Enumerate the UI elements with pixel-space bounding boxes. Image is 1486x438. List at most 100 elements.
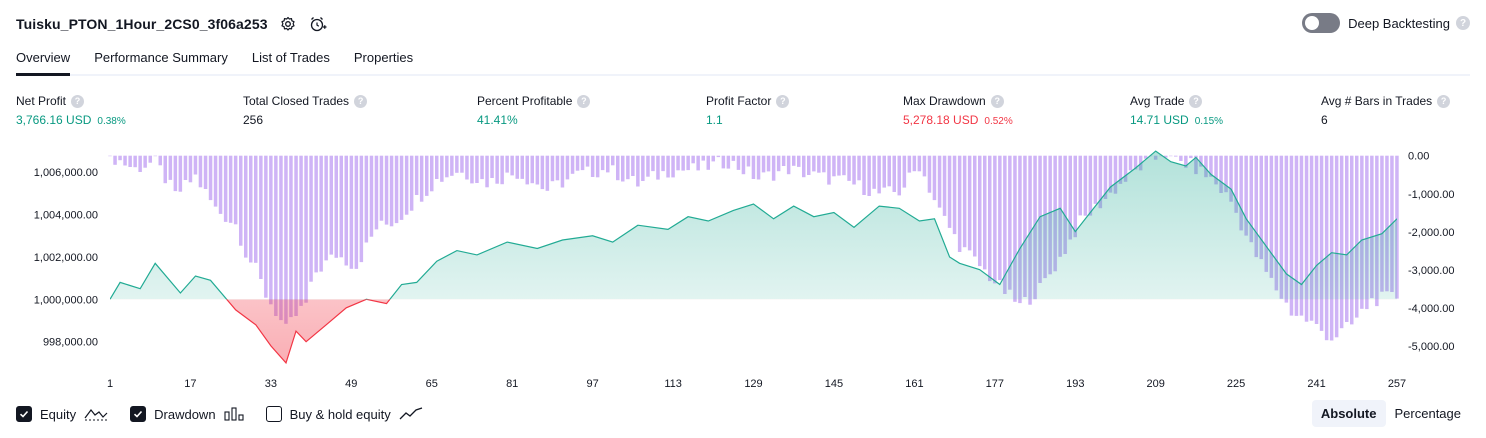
stat-avg-trade: Avg Trade? 14.71 USD 0.15%	[1130, 94, 1223, 127]
absolute-button[interactable]: Absolute	[1311, 400, 1386, 427]
drawdown-bar	[228, 155, 233, 223]
drawdown-bar	[208, 155, 213, 201]
help-icon[interactable]: ?	[1456, 16, 1470, 30]
drawdown-bar	[832, 155, 836, 177]
drawdown-bar	[706, 155, 710, 170]
x-axis-tick-label: 81	[506, 378, 518, 390]
drawdown-bar	[108, 155, 112, 157]
drawdown-bar	[681, 155, 685, 171]
drawdown-bar	[978, 155, 982, 267]
info-icon[interactable]: ?	[776, 94, 790, 108]
settings-gear-icon[interactable]	[278, 14, 298, 34]
left-axis-tick-label: 1,006,000.00	[34, 167, 98, 179]
tab-performance-summary[interactable]: Performance Summary	[94, 50, 228, 65]
drawdown-bar	[404, 155, 409, 215]
drawdown-bar	[1269, 155, 1274, 278]
drawdown-bar	[113, 155, 117, 165]
stat-value: 5,278.18 USD	[903, 113, 979, 127]
stat-value: 256	[243, 113, 264, 127]
drawdown-bar	[957, 155, 962, 252]
drawdown-bar	[616, 155, 620, 181]
drawdown-bar	[344, 155, 348, 266]
buy-hold-checkbox[interactable]	[265, 406, 282, 422]
drawdown-bar	[1103, 155, 1108, 199]
drawdown-bar	[651, 155, 655, 172]
tab-overview[interactable]: Overview	[16, 46, 71, 76]
drawdown-bar	[269, 155, 273, 305]
drawdown-bar	[927, 155, 932, 193]
drawdown-bar	[369, 155, 374, 237]
legend-drawdown[interactable]: Drawdown	[130, 406, 244, 422]
drawdown-bar	[505, 155, 509, 173]
drawdown-bar	[485, 155, 489, 188]
percentage-button[interactable]: Percentage	[1394, 406, 1462, 421]
drawdown-bar	[952, 155, 957, 235]
legend-equity[interactable]: Equity	[16, 406, 108, 422]
drawdown-bar	[1003, 155, 1007, 294]
add-alert-clock-icon[interactable]	[308, 14, 328, 34]
legend-buy-hold[interactable]: Buy & hold equity	[265, 406, 423, 422]
drawdown-bar	[218, 155, 223, 214]
drawdown-bar	[852, 155, 856, 185]
drawdown-bar	[751, 155, 756, 179]
left-axis-tick-label: 1,004,000.00	[34, 210, 98, 222]
drawdown-bar	[1063, 155, 1067, 254]
stat-label: Percent Profitable	[477, 94, 573, 108]
drawdown-bar	[1299, 155, 1304, 316]
info-icon[interactable]: ?	[990, 94, 1004, 108]
tab-list-of-trades[interactable]: List of Trades	[251, 50, 330, 65]
info-icon[interactable]: ?	[354, 94, 368, 108]
x-axis-tick-label: 1	[107, 378, 113, 390]
info-icon[interactable]: ?	[577, 94, 591, 108]
drawdown-bar	[867, 155, 871, 196]
stat-percent: 0.38%	[97, 116, 126, 127]
drawdown-bar	[1254, 155, 1258, 258]
info-icon[interactable]: ?	[1437, 94, 1451, 108]
drawdown-bar	[1289, 155, 1294, 316]
drawdown-bar	[430, 155, 434, 192]
drawdown-bar	[133, 155, 137, 168]
right-axis-tick-label: -2,000.00	[1408, 227, 1454, 239]
x-axis-tick-label: 145	[825, 378, 843, 390]
equity-drawdown-chart[interactable]: 1,006,000.00 1,004,000.00 1,002,000.00 1,00…	[0, 140, 1486, 395]
drawdown-bar	[555, 155, 560, 181]
tab-properties[interactable]: Properties	[353, 50, 414, 65]
toggle-knob	[1305, 16, 1320, 30]
left-axis-tick-label: 1,000,000.00	[34, 294, 98, 306]
drawdown-bar	[304, 155, 308, 303]
drawdown-bar	[183, 155, 188, 180]
drawdown-bar	[857, 155, 861, 181]
drawdown-bar	[455, 155, 459, 173]
info-icon[interactable]: ?	[1189, 94, 1203, 108]
drawdown-bar	[1324, 155, 1329, 341]
drawdown-bar	[1179, 155, 1183, 161]
drawdown-bar	[967, 155, 972, 251]
drawdown-bar	[359, 155, 364, 263]
equity-checkbox[interactable]	[16, 406, 32, 422]
x-axis-tick-label: 113	[664, 378, 682, 390]
drawdown-checkbox[interactable]	[130, 406, 147, 422]
drawdown-bar	[575, 155, 580, 171]
drawdown-bar	[193, 155, 198, 175]
deep-backtesting-toggle[interactable]	[1302, 13, 1341, 33]
stat-label: Avg # Bars in Trades	[1321, 94, 1433, 108]
drawdown-bar	[1189, 155, 1193, 159]
drawdown-bar	[872, 155, 876, 189]
drawdown-bar	[168, 155, 173, 180]
drawdown-bar	[1350, 155, 1354, 325]
drawdown-bar	[797, 155, 801, 167]
right-axis-tick-label: -3,000.00	[1408, 265, 1454, 277]
drawdown-bar	[827, 155, 831, 185]
drawdown-bar	[947, 155, 952, 228]
drawdown-bar	[1355, 155, 1359, 318]
drawdown-bar	[837, 155, 841, 176]
drawdown-bar	[324, 155, 328, 261]
info-icon[interactable]: ?	[71, 94, 85, 108]
drawdown-bar	[329, 155, 333, 255]
drawdown-bar	[666, 155, 670, 178]
scale-mode-toggle: Absolute Percentage	[1311, 400, 1470, 427]
drawdown-bar	[1133, 155, 1138, 170]
drawdown-bar	[1013, 155, 1017, 302]
drawdown-bar	[1309, 155, 1314, 321]
x-axis-tick-label: 193	[1066, 378, 1084, 390]
